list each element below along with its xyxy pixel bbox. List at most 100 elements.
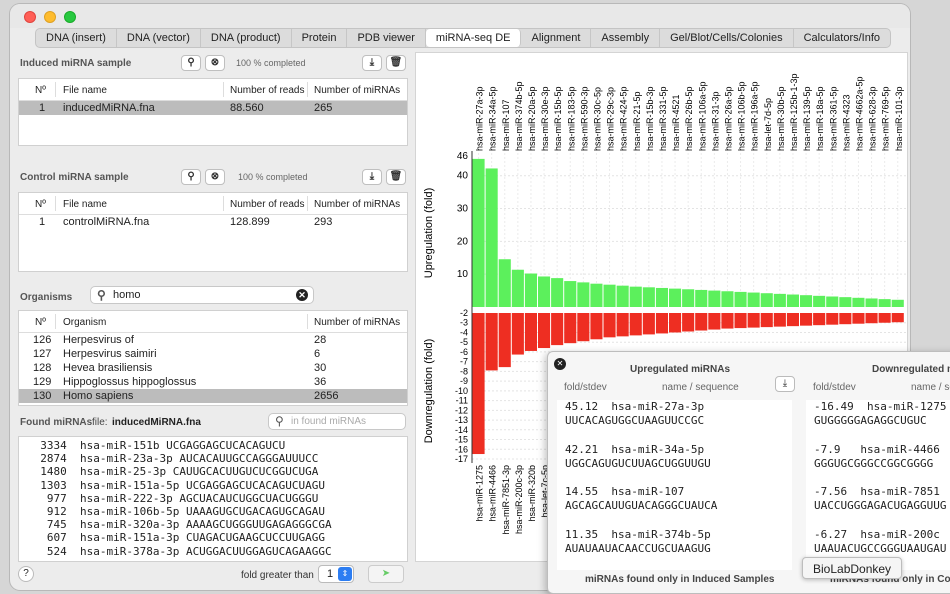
cell-num: 130: [33, 390, 52, 402]
down-bar: [524, 313, 537, 351]
cell-num: 127: [33, 348, 52, 360]
induced-download-button[interactable]: ⤓: [362, 55, 382, 71]
found-mirna-line: 912 hsa-miR-106b-5p UAAAGUGCUGACAGUGCAGA…: [27, 504, 326, 518]
regulated-mirna-line: UGGCAGUGUCUUAGCUGGUUGU: [565, 456, 711, 470]
control-delete-button[interactable]: 🗑: [386, 169, 406, 185]
down-bar: [826, 313, 839, 325]
organism-search-value: homo: [113, 289, 141, 301]
clear-search-icon[interactable]: ✕: [296, 289, 308, 301]
col-num[interactable]: Nº: [35, 317, 46, 328]
up-category-label: hsa-miR-361-5p: [828, 86, 838, 151]
help-button[interactable]: ?: [18, 566, 34, 582]
up-category-label: hsa-miR-107: [501, 99, 511, 151]
down-bar: [760, 313, 773, 328]
induced-delete-button[interactable]: 🗑: [386, 55, 406, 71]
regulated-mirna-line: [814, 514, 950, 528]
cell-file: inducedMiRNA.fna: [63, 102, 155, 114]
col-organism[interactable]: Organism: [63, 317, 107, 328]
up-bar: [695, 289, 708, 307]
found-mirna-line: 524 hsa-miR-378a-3p ACUGGACUUGGAGUCAGAAG…: [27, 544, 332, 558]
downregulated-list[interactable]: -16.49 hsa-miR-1275 GUGGGGGAGAGGCUGUC -7.9…: [806, 400, 950, 570]
col-file-name[interactable]: File name: [63, 85, 107, 96]
tab-assembly[interactable]: Assembly: [591, 29, 661, 47]
induced-progress: 100 % completed: [236, 58, 306, 68]
induced-row[interactable]: 1 inducedMiRNA.fna 88.560 265: [19, 101, 407, 115]
tab-calculators-info[interactable]: Calculators/Info: [803, 32, 881, 44]
organism-search-field[interactable]: ⚲ homo ✕: [90, 286, 314, 304]
col-mirnas[interactable]: Number of miRNAs: [314, 85, 401, 96]
down-bar: [839, 313, 852, 325]
zoom-window-button[interactable]: [64, 11, 76, 23]
tab-mirna-seq-de[interactable]: miRNA-seq DE: [425, 29, 522, 47]
up-category-label: hsa-miR-4662a-5p: [854, 76, 864, 151]
induced-search-button[interactable]: ⚲: [181, 55, 201, 71]
control-download-button[interactable]: ⤓: [362, 169, 382, 185]
organism-row[interactable]: 129 Hippoglossus hippoglossus 36: [19, 375, 407, 389]
cancel-icon: ⊗: [210, 171, 220, 182]
found-mirnas-list[interactable]: 3334 hsa-miR-151b UCGAGGAGCUCACAGUCU 287…: [18, 436, 408, 562]
popup-download-button[interactable]: ⤓: [775, 376, 795, 392]
upregulated-list[interactable]: 45.12 hsa-miR-27a-3p UUCACAGUGGCUAAGUUCCG…: [557, 400, 792, 570]
col-reads[interactable]: Number of reads: [230, 199, 305, 210]
cell-file: controlMiRNA.fna: [63, 216, 150, 228]
down-bar: [878, 313, 891, 323]
up-category-label: hsa-let-7d-5p: [763, 98, 773, 151]
bottom-bar: ? fold greater than 1 ⇕ ➤: [10, 562, 910, 590]
tab-protein[interactable]: Protein: [292, 29, 348, 47]
y-tick-label: 20: [457, 236, 469, 247]
cell-organism: Herpesvirus saimiri: [63, 348, 157, 360]
organism-row[interactable]: 128 Hevea brasiliensis 30: [19, 361, 407, 375]
up-category-label: hsa-miR-374b-5p: [514, 81, 524, 151]
up-category-label: hsa-miR-26a-5p: [723, 86, 733, 151]
regulated-mirna-line: [565, 556, 792, 570]
col-num[interactable]: Nº: [35, 199, 46, 210]
fold-threshold-select[interactable]: 1 ⇕: [318, 565, 354, 583]
col-file-name[interactable]: File name: [63, 199, 107, 210]
up-bar: [721, 291, 734, 307]
y-tick-label: -16: [455, 444, 468, 454]
minimize-window-button[interactable]: [44, 11, 56, 23]
organism-row[interactable]: 127 Herpesvirus saimiri 6: [19, 347, 407, 361]
col-mirnas[interactable]: Number of miRNAs: [314, 199, 401, 210]
tab-dna-insert-[interactable]: DNA (insert): [36, 29, 117, 47]
y-tick-label: -8: [460, 366, 468, 376]
tab-pdb-viewer[interactable]: PDB viewer: [347, 29, 426, 47]
up-bar: [590, 283, 603, 307]
found-mirna-line: 607 hsa-miR-151a-3p CUAGACUGAAGCUCCUUGAG…: [27, 531, 326, 545]
control-table: Nº File name Number of reads Number of m…: [18, 192, 408, 272]
up-category-label: hsa-miR-101-3p: [894, 86, 904, 151]
close-window-button[interactable]: [24, 11, 36, 23]
tab-dna-product-[interactable]: DNA (product): [201, 29, 292, 47]
down-bar: [564, 313, 577, 344]
organism-row[interactable]: 126 Herpesvirus of 28: [19, 333, 407, 347]
tab-dna-vector-[interactable]: DNA (vector): [117, 29, 201, 47]
cell-num: 126: [33, 334, 52, 346]
control-title: Control miRNA sample: [20, 172, 129, 183]
cell-num: 128: [33, 362, 52, 374]
down-bar: [682, 313, 695, 332]
down-bar: [852, 313, 865, 324]
induced-cancel-button[interactable]: ⊗: [205, 55, 225, 71]
down-bar: [472, 313, 485, 455]
col-num[interactable]: Nº: [35, 85, 46, 96]
cancel-icon: ⊗: [210, 57, 220, 68]
control-cancel-button[interactable]: ⊗: [205, 169, 225, 185]
regulated-mirna-line: AGCAGCAUUGUACAGGGCUAUCA: [565, 499, 718, 513]
col-reads[interactable]: Number of reads: [230, 85, 305, 96]
down-bar: [865, 313, 878, 324]
up-category-label: hsa-miR-27a-3p: [475, 86, 485, 151]
control-row[interactable]: 1 controlMiRNA.fna 128.899 293: [19, 215, 407, 229]
col-mirnas[interactable]: Number of miRNAs: [314, 317, 401, 328]
organism-row[interactable]: 130 Homo sapiens 2656: [19, 389, 407, 403]
close-popup-icon[interactable]: ✕: [554, 358, 566, 370]
regulated-mirna-line: UACCUGGGAGACUGAGGUUG: [814, 499, 947, 513]
control-search-button[interactable]: ⚲: [181, 169, 201, 185]
cell-count: 30: [314, 362, 327, 374]
induced-only-title: miRNAs found only in Induced Samples: [585, 574, 775, 585]
cell-num: 1: [39, 216, 46, 228]
found-search-field[interactable]: ⚲ in found miRNAs: [268, 413, 406, 430]
found-search-placeholder: in found miRNAs: [291, 416, 367, 427]
tab-alignment[interactable]: Alignment: [521, 29, 592, 47]
tab-gel-blot-cells-colonies[interactable]: Gel/Blot/Cells/Colonies: [660, 29, 794, 47]
run-button[interactable]: ➤: [368, 565, 404, 583]
